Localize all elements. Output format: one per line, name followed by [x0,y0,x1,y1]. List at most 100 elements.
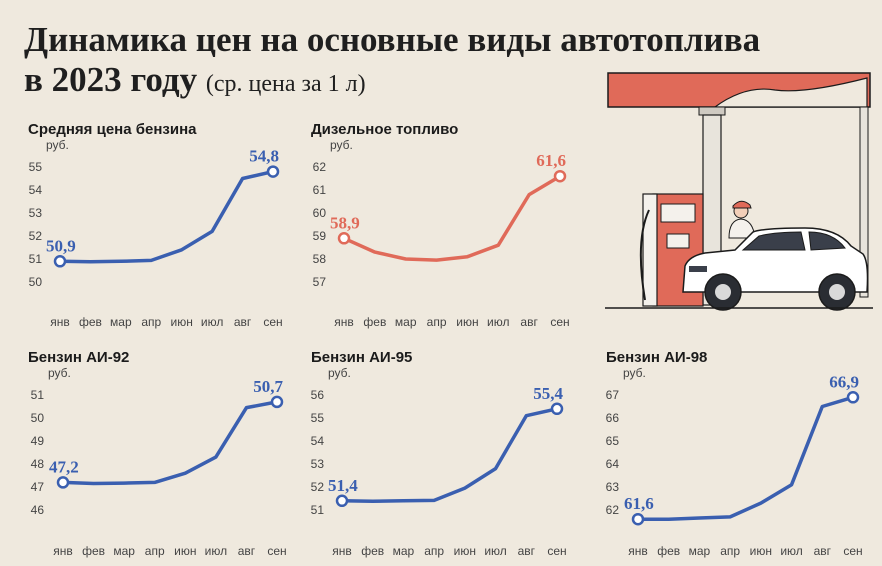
title-line-1: Динамика цен на основные виды автотоплив… [24,20,761,59]
y-tick-label: 55 [29,160,43,174]
y-tick-label: 46 [31,503,45,517]
x-tick-label: фев [363,315,386,329]
end-value-label: 54,8 [249,147,279,166]
x-tick-label: июл [205,544,227,558]
y-tick-label: 64 [606,457,620,471]
x-tick-label: июл [487,315,509,329]
y-tick-label: 60 [313,206,327,220]
x-tick-label: июл [780,544,802,558]
y-tick-label: 57 [313,275,327,289]
x-tick-label: сен [547,544,566,558]
x-tick-label: апр [141,315,161,329]
y-tick-label: 62 [313,160,327,174]
start-value-label: 58,9 [330,213,360,232]
chart-title-diesel: Дизельное топливо [311,121,459,138]
x-tick-label: мар [395,315,417,329]
y-tick-label: 51 [31,388,45,402]
x-tick-label: апр [427,315,447,329]
x-tick-label: авг [814,544,832,558]
x-tick-label: сен [843,544,862,558]
y-tick-label: 47 [31,480,45,494]
x-tick-label: авг [518,544,536,558]
end-point-marker [846,391,860,404]
x-tick-label: фев [361,544,384,558]
end-value-label: 61,6 [536,151,566,170]
y-tick-label: 52 [29,229,43,243]
y-tick-label: 55 [311,411,325,425]
title-line-2: в 2023 году [24,60,198,99]
x-tick-label: июн [454,544,476,558]
x-tick-label: сен [263,315,282,329]
y-tick-label: 53 [311,457,325,471]
end-value-label: 55,4 [533,384,563,403]
start-point-marker [335,494,349,508]
x-tick-label: апр [720,544,740,558]
end-point-marker [266,165,280,178]
start-value-label: 61,6 [624,494,654,513]
start-point-marker [337,232,351,245]
x-tick-label: апр [424,544,444,558]
y-axis-unit-label: руб. [46,138,69,152]
chart-title-ai98: Бензин АИ-98 [606,349,708,366]
y-tick-label: 63 [606,480,620,494]
end-value-label: 66,9 [829,372,859,391]
start-value-label: 47,2 [49,457,79,476]
x-tick-label: мар [689,544,711,558]
end-value-label: 50,7 [253,377,283,396]
title-subtitle: (ср. цена за 1 л) [205,71,366,97]
y-axis-unit-label: руб. [328,366,351,380]
gas-station-with-car-icon [605,72,873,311]
x-tick-label: сен [550,315,569,329]
series-line [61,400,279,486]
start-point-marker [631,512,645,526]
y-tick-label: 56 [311,388,325,402]
x-tick-label: мар [110,315,132,329]
y-tick-label: 51 [311,503,325,517]
chart-title-ai92: Бензин АИ-92 [28,349,130,366]
series-line [636,395,855,521]
y-axis-unit-label: руб. [330,138,353,152]
x-tick-label: апр [145,544,165,558]
start-value-label: 50,9 [46,236,76,255]
x-tick-label: янв [628,544,648,558]
y-tick-label: 50 [31,411,45,425]
x-tick-label: авг [520,315,538,329]
start-value-label: 51,4 [328,476,358,495]
end-point-marker [270,395,284,409]
chart-title-avg-gasoline: Средняя цена бензина [28,121,197,138]
y-tick-label: 58 [313,252,327,266]
end-point-marker [550,402,564,416]
start-point-marker [56,476,70,489]
y-axis-unit-label: руб. [48,366,71,380]
x-tick-label: янв [332,544,352,558]
x-tick-label: мар [393,544,415,558]
x-tick-label: июн [171,315,193,329]
x-tick-label: июн [456,315,478,329]
page-title: Динамика цен на основные виды автотоплив… [24,20,760,104]
y-tick-label: 59 [313,229,327,243]
y-tick-label: 65 [606,434,620,448]
x-tick-label: мар [113,544,135,558]
y-tick-label: 52 [311,480,325,494]
x-tick-label: июл [484,544,506,558]
y-axis-unit-label: руб. [623,366,646,380]
series-line [58,169,275,264]
series-line [342,174,562,262]
x-tick-label: фев [657,544,680,558]
x-tick-label: июн [750,544,772,558]
chart-title-ai95: Бензин АИ-95 [311,349,413,366]
y-tick-label: 61 [313,183,327,197]
x-tick-label: янв [334,315,354,329]
start-point-marker [53,255,67,268]
x-tick-label: июл [201,315,223,329]
y-tick-label: 54 [29,183,43,197]
x-tick-label: янв [53,544,73,558]
y-tick-label: 66 [606,411,620,425]
y-tick-label: 53 [29,206,43,220]
x-tick-label: сен [267,544,286,558]
